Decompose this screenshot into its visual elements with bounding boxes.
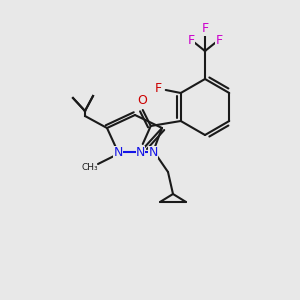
- Text: F: F: [188, 34, 195, 47]
- Text: F: F: [201, 22, 208, 35]
- Text: F: F: [215, 34, 223, 47]
- Text: F: F: [155, 82, 162, 94]
- Text: O: O: [137, 94, 147, 107]
- Text: N: N: [113, 146, 123, 158]
- Text: N: N: [148, 146, 158, 158]
- Text: N: N: [136, 146, 146, 158]
- Text: CH₃: CH₃: [82, 164, 98, 172]
